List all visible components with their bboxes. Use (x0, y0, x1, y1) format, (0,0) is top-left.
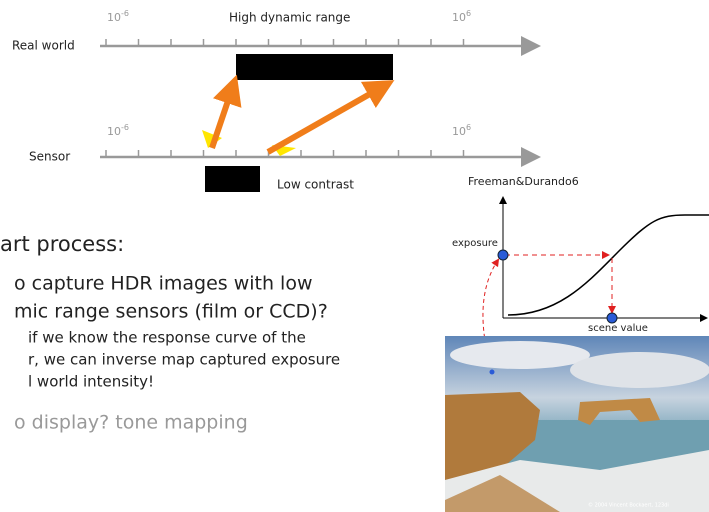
low-contrast-label: Low contrast (277, 178, 354, 192)
hdr-block (236, 54, 393, 80)
range-label: 106 (452, 9, 471, 25)
sub-bullet: r, we can inverse map captured exposure (28, 351, 340, 369)
dot (607, 313, 617, 323)
exponent: 6 (466, 123, 471, 132)
exponent: 6 (466, 9, 471, 18)
bullet: mic range sensors (film or CCD)? (14, 301, 328, 323)
arrow (212, 86, 233, 148)
base: 10 (452, 125, 466, 138)
sub-bullet: if we know the response curve of the (28, 329, 306, 347)
range-label: 10-6 (107, 123, 129, 139)
sub-bullet: l world intensity! (28, 373, 154, 391)
credit: Freeman&Durando6 (468, 175, 579, 188)
slide: 10-610610-6106 High dynamic range Real w… (0, 0, 709, 512)
heading: art process: (0, 232, 124, 256)
base: 10 (107, 125, 121, 138)
range-label: 106 (452, 123, 471, 139)
exponent: -6 (121, 123, 129, 132)
x-label: scene value (588, 323, 648, 334)
bullet: o capture HDR images with low (14, 273, 313, 295)
y-label: exposure (452, 238, 498, 249)
real-world-label: Real world (12, 39, 75, 53)
range-label: 10-6 (107, 9, 129, 25)
exponent: -6 (121, 9, 129, 18)
hdr-title: High dynamic range (229, 11, 350, 25)
photo-caption: © 2004 Vincent Bockaert, 123di (588, 502, 669, 509)
sensor-block (205, 166, 260, 192)
response-curve (508, 215, 709, 315)
arrow (268, 86, 384, 152)
dot (498, 250, 508, 260)
photo: © 2004 Vincent Bockaert, 123di (445, 336, 709, 512)
bullet: o display? tone mapping (14, 412, 248, 434)
base: 10 (452, 11, 466, 24)
base: 10 (107, 11, 121, 24)
sensor-label: Sensor (29, 150, 70, 164)
